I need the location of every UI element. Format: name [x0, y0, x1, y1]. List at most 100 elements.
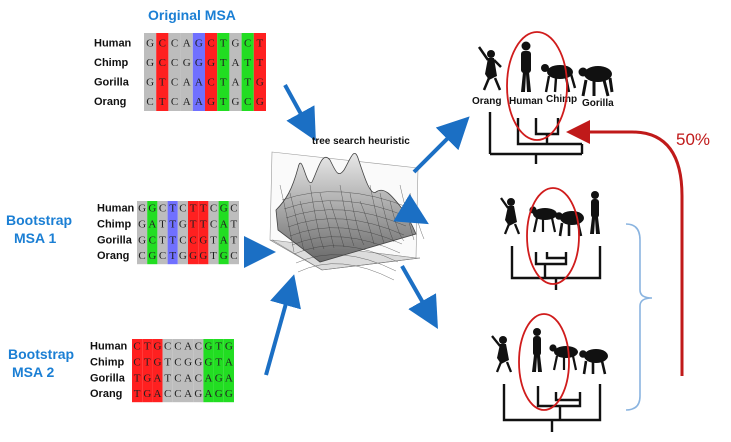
- bootstrap2-taxon-label-chimp: Chimp: [90, 357, 125, 369]
- original-nucleotide: A: [183, 37, 191, 49]
- reference-tree: Orang Human Chimp Gorilla: [472, 31, 614, 164]
- tree-label-human: Human: [509, 96, 543, 107]
- bootstrap1-nucleotide: T: [169, 234, 176, 246]
- search-surface-plot: [269, 151, 425, 281]
- original-nucleotide: G: [195, 57, 203, 69]
- bootstrap1-nucleotide: A: [148, 219, 156, 231]
- bootstrap2-title-line1: Bootstrap: [8, 346, 74, 362]
- bootstrap2-nucleotide: G: [154, 357, 162, 369]
- bootstrap1-nucleotide: T: [200, 219, 207, 231]
- bootstrap2-nucleotide: G: [143, 388, 151, 400]
- original-msa-title: Original MSA: [148, 7, 236, 23]
- gorilla-silhouette-icon: [578, 66, 614, 97]
- bootstrap2-nucleotide: T: [144, 357, 151, 369]
- original-nucleotide: A: [195, 76, 203, 88]
- original-column-8: [229, 33, 242, 111]
- orang-silhouette-icon: [500, 197, 521, 235]
- original-nucleotide: A: [232, 57, 240, 69]
- bootstrap2-nucleotide: T: [164, 372, 171, 384]
- bootstrap1-nucleotide: G: [138, 203, 146, 215]
- bootstrap2-column-2: [142, 339, 153, 403]
- bootstrap1-column-3: [157, 201, 168, 265]
- bootstrap1-nucleotide: T: [169, 219, 176, 231]
- original-nucleotide: T: [220, 96, 227, 108]
- original-column-7: [217, 33, 230, 111]
- heuristic-label: tree search heuristic: [312, 136, 410, 147]
- arrow-heuristic-to-tree3: [400, 265, 438, 329]
- original-column-5: [192, 33, 205, 111]
- bootstrap1-nucleotide: G: [179, 250, 187, 262]
- bootstrap1-nucleotide: T: [169, 203, 176, 215]
- bootstrap2-column-7: [193, 339, 204, 403]
- bootstrap1-nucleotide: T: [210, 234, 217, 246]
- bootstrap2-nucleotide: C: [174, 357, 181, 369]
- original-column-6: [205, 33, 218, 111]
- original-nucleotide: G: [256, 76, 264, 88]
- bootstrap2-nucleotide: T: [215, 341, 222, 353]
- tree-label-chimp: Chimp: [546, 94, 577, 105]
- bootstrap2-nucleotide: A: [154, 372, 162, 384]
- bootstrap1-nucleotide: C: [179, 234, 186, 246]
- original-nucleotide: T: [159, 76, 166, 88]
- human-silhouette-icon: [590, 191, 600, 234]
- bootstrap2-nucleotide: G: [184, 357, 192, 369]
- original-nucleotide: T: [244, 57, 251, 69]
- original-nucleotide: C: [171, 96, 178, 108]
- original-nucleotide: G: [207, 57, 215, 69]
- bootstrap2-nucleotide: G: [205, 357, 213, 369]
- original-nucleotide: G: [146, 37, 154, 49]
- bootstrap2-nucleotide: A: [225, 372, 233, 384]
- bootstrap2-nucleotide: C: [133, 357, 140, 369]
- original-nucleotide: T: [257, 57, 264, 69]
- bootstrap1-nucleotide: T: [159, 219, 166, 231]
- original-column-10: [253, 33, 266, 111]
- bootstrap1-nucleotide: A: [220, 219, 228, 231]
- bootstrap1-nucleotide: C: [230, 250, 237, 262]
- chimp-silhouette-icon: [549, 344, 578, 371]
- bootstrap2-nucleotide: G: [215, 372, 223, 384]
- arrow-original-to-heuristic: [283, 84, 316, 142]
- original-column-2: [156, 33, 169, 111]
- bootstrap1-nucleotide: T: [210, 250, 217, 262]
- bootstrap2-nucleotide: C: [164, 341, 171, 353]
- bootstrap2-nucleotide: G: [143, 372, 151, 384]
- bootstrap1-taxon-label-orang: Orang: [97, 250, 129, 262]
- bootstrap1-title-line2: MSA 1: [14, 230, 56, 246]
- original-nucleotide: G: [146, 76, 154, 88]
- bootstrap1-nucleotide: G: [179, 219, 187, 231]
- tree-label-orang: Orang: [472, 96, 501, 107]
- bootstrap2-nucleotide: A: [154, 388, 162, 400]
- bootstrap2-nucleotide: A: [205, 372, 213, 384]
- original-nucleotide: C: [244, 96, 251, 108]
- bootstrap2-nucleotide: A: [184, 388, 192, 400]
- bootstrap1-taxon-label-human: Human: [97, 203, 135, 215]
- orang-silhouette-icon: [477, 46, 502, 91]
- bootstrap1-nucleotide: C: [210, 203, 217, 215]
- original-nucleotide: A: [183, 96, 191, 108]
- orang-silhouette-icon: [491, 335, 513, 373]
- original-nucleotide: G: [256, 96, 264, 108]
- bootstrap2-nucleotide: C: [164, 388, 171, 400]
- arrow-bootstrap2-to-heuristic: [264, 274, 301, 376]
- bootstrap1-nucleotide: G: [220, 250, 228, 262]
- support-arrow: [566, 120, 684, 376]
- bootstrap-trees-bracket: [625, 223, 653, 411]
- clade-highlight-ellipse: [506, 31, 568, 141]
- clade-highlight-ellipse: [526, 187, 580, 285]
- bootstrap2-column-1: [132, 339, 143, 403]
- bootstrap1-nucleotide: C: [189, 234, 196, 246]
- chimp-silhouette-icon: [529, 206, 557, 233]
- bootstrap1-nucleotide: T: [159, 234, 166, 246]
- bootstrap2-nucleotide: G: [194, 388, 202, 400]
- original-nucleotide: T: [244, 76, 251, 88]
- bootstrap2-nucleotide: G: [225, 388, 233, 400]
- bootstrap2-nucleotide: G: [225, 341, 233, 353]
- bootstrap2-nucleotide: C: [195, 372, 202, 384]
- bootstrap2-nucleotide: G: [215, 388, 223, 400]
- bootstrap2-nucleotide: T: [144, 341, 151, 353]
- bootstrap2-nucleotide: C: [174, 372, 181, 384]
- original-column-4: [180, 33, 193, 111]
- original-nucleotide: T: [220, 76, 227, 88]
